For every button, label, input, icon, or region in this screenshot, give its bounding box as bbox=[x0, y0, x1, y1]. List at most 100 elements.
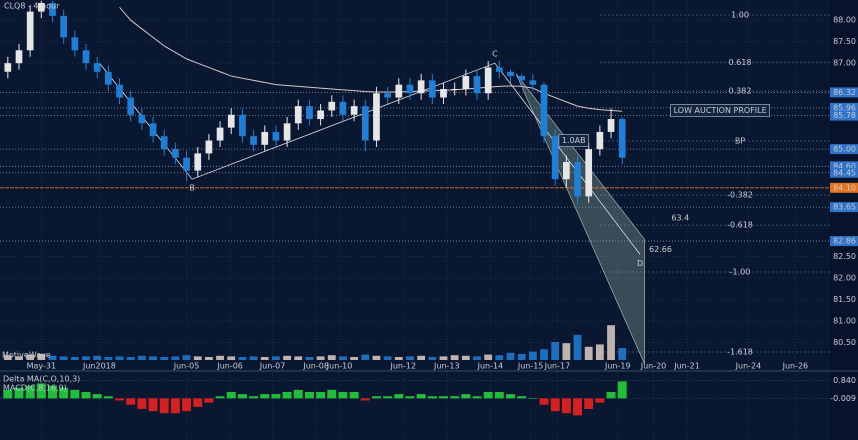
volume-bar bbox=[316, 356, 325, 360]
candle-body bbox=[60, 15, 68, 38]
volume-bar bbox=[551, 342, 560, 360]
candle-body bbox=[317, 110, 324, 120]
candle-body bbox=[574, 162, 581, 197]
pattern-label: D bbox=[637, 259, 643, 268]
volume-bar bbox=[160, 357, 169, 360]
osc-bar bbox=[561, 398, 571, 414]
pattern-line bbox=[99, 62, 641, 255]
fib-label: -0.618 bbox=[727, 221, 753, 230]
volume-bar bbox=[528, 351, 537, 360]
level-label: 85.00 bbox=[833, 145, 856, 154]
annotation: 1.0AB bbox=[562, 136, 586, 145]
volume-bar bbox=[372, 355, 381, 360]
volume-bar bbox=[406, 356, 414, 360]
candle-body bbox=[440, 88, 447, 98]
volume-bar bbox=[115, 356, 124, 360]
osc-bar bbox=[3, 389, 13, 399]
osc-bar bbox=[316, 391, 326, 399]
volume-bar bbox=[137, 355, 146, 360]
osc-bar bbox=[595, 398, 605, 403]
osc-bar bbox=[193, 398, 203, 407]
candle-body bbox=[540, 84, 548, 137]
candle-body bbox=[15, 50, 23, 64]
osc-bar bbox=[349, 391, 359, 399]
fib-label: -1.00 bbox=[730, 268, 751, 277]
fib-label: 1.00 bbox=[731, 11, 749, 20]
osc-bar bbox=[483, 391, 493, 399]
x-tick-label: Jun-14 bbox=[477, 362, 504, 371]
volume-bar bbox=[182, 355, 191, 360]
candle-body bbox=[37, 3, 45, 12]
volume-bar bbox=[540, 349, 548, 360]
candle-body bbox=[384, 93, 391, 98]
volume-bar bbox=[573, 334, 582, 360]
osc-bar bbox=[606, 391, 616, 399]
osc-bar bbox=[81, 391, 91, 399]
osc-bar bbox=[293, 389, 303, 399]
volume-bar bbox=[595, 344, 604, 360]
level-box bbox=[830, 202, 858, 213]
volume-bar bbox=[484, 354, 493, 360]
osc-bar bbox=[260, 394, 270, 399]
level-label: 82.86 bbox=[833, 237, 856, 246]
candle-body bbox=[283, 123, 291, 141]
candle-body bbox=[473, 76, 481, 94]
osc-bar bbox=[439, 396, 448, 399]
candle-body bbox=[484, 67, 492, 94]
osc-bar bbox=[461, 394, 471, 399]
volume-bar bbox=[216, 355, 224, 360]
x-tick-label: Jun-19 bbox=[604, 362, 631, 371]
x-tick-label: Jun-17 bbox=[544, 362, 571, 371]
candle-body bbox=[127, 97, 135, 115]
volume-bar bbox=[249, 356, 258, 360]
osc-bar bbox=[573, 398, 583, 416]
candle-body bbox=[116, 84, 123, 98]
candle-body bbox=[172, 149, 179, 158]
osc-bar bbox=[517, 396, 527, 399]
candle-body bbox=[272, 131, 280, 141]
annotation: 62.66 bbox=[649, 245, 672, 254]
volume-bar bbox=[260, 357, 269, 360]
candle-body bbox=[26, 11, 34, 51]
x-tick-label: Jun-26 bbox=[782, 362, 809, 371]
candle-body bbox=[563, 162, 570, 180]
osc-bar bbox=[528, 398, 538, 399]
volume-bar bbox=[294, 356, 303, 360]
osc-bar bbox=[25, 385, 35, 399]
candle-body bbox=[227, 114, 235, 128]
candle-body bbox=[71, 37, 79, 51]
candle-body bbox=[361, 106, 369, 141]
osc-bar bbox=[59, 387, 69, 399]
osc-bar bbox=[159, 398, 169, 414]
volume-bar bbox=[272, 356, 280, 360]
chart-title: CLQ8 - 4 hour bbox=[4, 2, 60, 11]
candle-body bbox=[551, 136, 559, 180]
candle-body bbox=[417, 80, 425, 94]
osc-bar bbox=[327, 389, 337, 399]
candle-body bbox=[82, 50, 90, 64]
volume-bar bbox=[48, 355, 57, 360]
x-tick-label: Jun-24 bbox=[735, 362, 762, 371]
pattern-label: C bbox=[492, 50, 498, 59]
candle-body bbox=[183, 157, 190, 171]
osc-bar bbox=[450, 396, 460, 399]
level-label: 84.60 bbox=[833, 162, 856, 171]
annotation: 63.4 bbox=[671, 213, 689, 222]
y-tick-label: 81.00 bbox=[833, 317, 856, 326]
osc-bar bbox=[204, 398, 214, 403]
volume-bar bbox=[339, 356, 347, 360]
candle-body bbox=[261, 131, 269, 145]
candle-body bbox=[138, 114, 146, 124]
volume-bar bbox=[394, 357, 403, 360]
y-tick-label: 87.50 bbox=[833, 37, 856, 46]
projection-area bbox=[515, 73, 645, 365]
osc-bar bbox=[271, 394, 281, 399]
fib-label: 0.618 bbox=[729, 58, 752, 67]
volume-bar bbox=[584, 346, 593, 360]
osc-bar bbox=[427, 396, 437, 399]
osc-bar bbox=[14, 387, 24, 399]
osc-bar bbox=[36, 383, 46, 399]
annotation-box bbox=[558, 134, 589, 147]
candle-body bbox=[4, 63, 12, 72]
